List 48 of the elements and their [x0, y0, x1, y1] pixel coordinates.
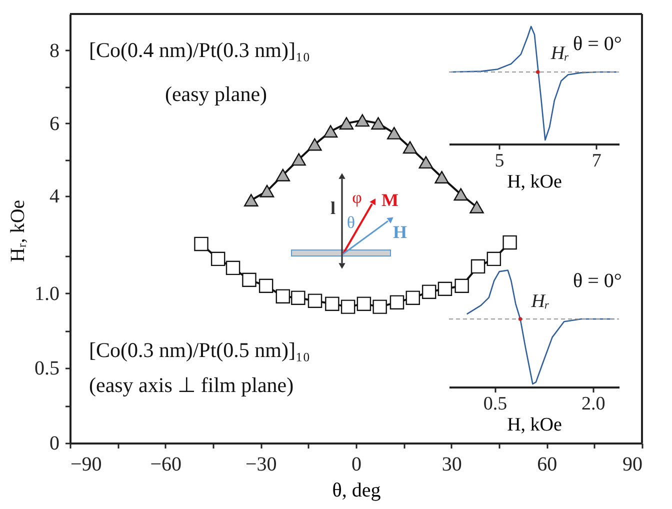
y-tick-label: 0.5: [34, 358, 60, 380]
x-tick-label: 0: [352, 454, 362, 476]
annotation: [Co(0.4 nm)/Pt(0.3 nm)]₁₀: [89, 38, 310, 62]
point: [434, 171, 449, 184]
point: [387, 126, 402, 140]
x-axis-title: H, kOe: [507, 172, 562, 192]
annotation: H: [392, 222, 408, 242]
x-tick-label: 7: [592, 150, 602, 172]
point: [454, 188, 468, 201]
point: [371, 117, 386, 130]
x-axis-title: θ, deg: [332, 480, 381, 502]
annotation: l: [330, 198, 336, 218]
x-tick-label: 5: [494, 150, 504, 172]
y-tick-label: 4: [50, 186, 60, 208]
annotation: Hᵣ: [550, 43, 570, 64]
y-axis-title: Hᵣ, kOe: [7, 200, 29, 262]
y-tick-label: 0: [50, 432, 60, 454]
point: [276, 168, 290, 182]
annotation: Hᵣ: [530, 291, 550, 312]
point: [308, 138, 322, 151]
y-tick-label: 8: [50, 40, 60, 62]
point: [292, 153, 306, 166]
x-axis-title: H, kOe: [507, 414, 562, 436]
x-tick-label: 90: [622, 454, 642, 476]
point: [402, 141, 418, 154]
point: [323, 125, 338, 138]
y-tick-label: 1.0: [34, 282, 60, 305]
x-tick-label: −60: [150, 454, 182, 476]
x-tick-label: −90: [70, 454, 102, 476]
annotation: θ = 0°: [573, 270, 622, 292]
annotation: [Co(0.3 nm)/Pt(0.5 nm)]₁₀: [89, 338, 310, 362]
point: [260, 184, 274, 198]
point: [470, 200, 484, 214]
x-tick-label: 30: [442, 454, 462, 476]
point: [355, 114, 370, 127]
x-tick-label: 2.0: [581, 394, 606, 414]
x-tick-label: 60: [537, 454, 558, 476]
annotation: φ: [352, 188, 362, 207]
y-tick-label: 6: [50, 112, 60, 135]
annotation: (easy plane): [164, 82, 268, 106]
point: [418, 156, 434, 169]
x-tick-label: −30: [246, 454, 277, 476]
annotation: (easy axis ⊥ film plane): [89, 373, 294, 397]
annotation: M: [382, 190, 398, 210]
point: [244, 194, 258, 206]
annotation: θ = 0°: [573, 33, 622, 55]
annotation: θ: [346, 213, 356, 232]
point: [339, 117, 354, 130]
